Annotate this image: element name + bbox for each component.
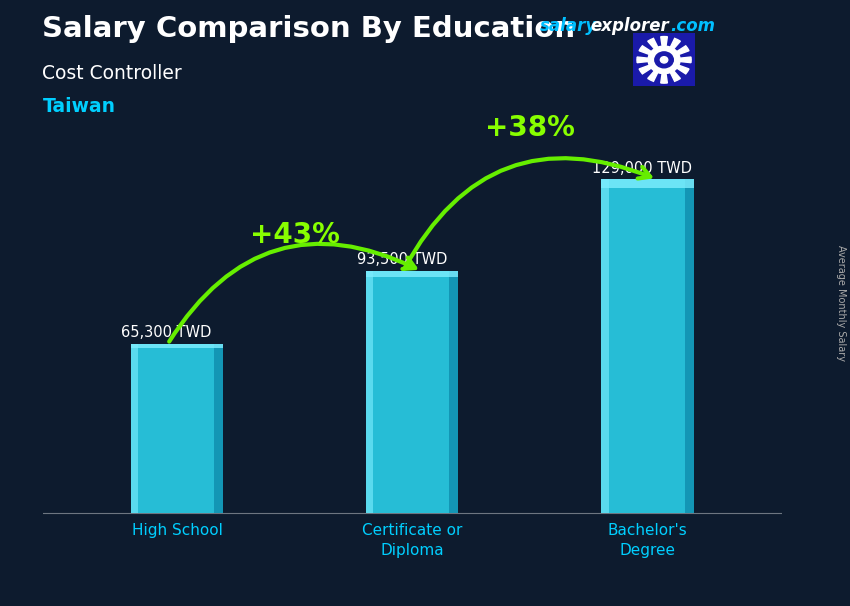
Text: +38%: +38% (485, 114, 575, 142)
Text: salary: salary (540, 17, 597, 35)
Polygon shape (664, 38, 680, 60)
Text: explorer: explorer (590, 17, 669, 35)
Bar (214, 344, 224, 513)
Text: 129,000 TWD: 129,000 TWD (592, 161, 692, 176)
Circle shape (660, 56, 668, 63)
Bar (366, 271, 458, 513)
Text: Taiwan: Taiwan (42, 97, 116, 116)
Text: Bachelor's
Degree: Bachelor's Degree (608, 523, 688, 558)
Polygon shape (639, 60, 664, 74)
Circle shape (648, 46, 680, 74)
Polygon shape (664, 46, 689, 60)
Text: Cost Controller: Cost Controller (42, 64, 182, 82)
Text: Certificate or
Diploma: Certificate or Diploma (362, 523, 462, 558)
Bar (633, 33, 694, 87)
Bar (131, 344, 139, 513)
Polygon shape (648, 38, 664, 60)
Bar (131, 344, 224, 513)
Polygon shape (660, 60, 667, 83)
Text: 93,500 TWD: 93,500 TWD (357, 252, 447, 267)
Bar (449, 271, 458, 513)
Polygon shape (648, 60, 664, 81)
Polygon shape (639, 46, 664, 60)
Polygon shape (664, 60, 680, 81)
Polygon shape (660, 36, 667, 60)
Bar (366, 271, 373, 513)
Polygon shape (664, 60, 689, 74)
Bar (366, 271, 458, 277)
Bar (601, 179, 694, 188)
Text: High School: High School (132, 523, 223, 538)
Text: Average Monthly Salary: Average Monthly Salary (836, 245, 846, 361)
Text: 65,300 TWD: 65,300 TWD (122, 325, 212, 340)
Text: Salary Comparison By Education: Salary Comparison By Education (42, 15, 575, 43)
Bar (601, 179, 694, 513)
Bar (684, 179, 694, 513)
Polygon shape (637, 57, 664, 62)
Text: .com: .com (670, 17, 715, 35)
Bar (601, 179, 609, 513)
Bar (131, 344, 224, 348)
Polygon shape (664, 57, 691, 62)
Circle shape (654, 52, 673, 68)
Text: +43%: +43% (250, 221, 339, 249)
